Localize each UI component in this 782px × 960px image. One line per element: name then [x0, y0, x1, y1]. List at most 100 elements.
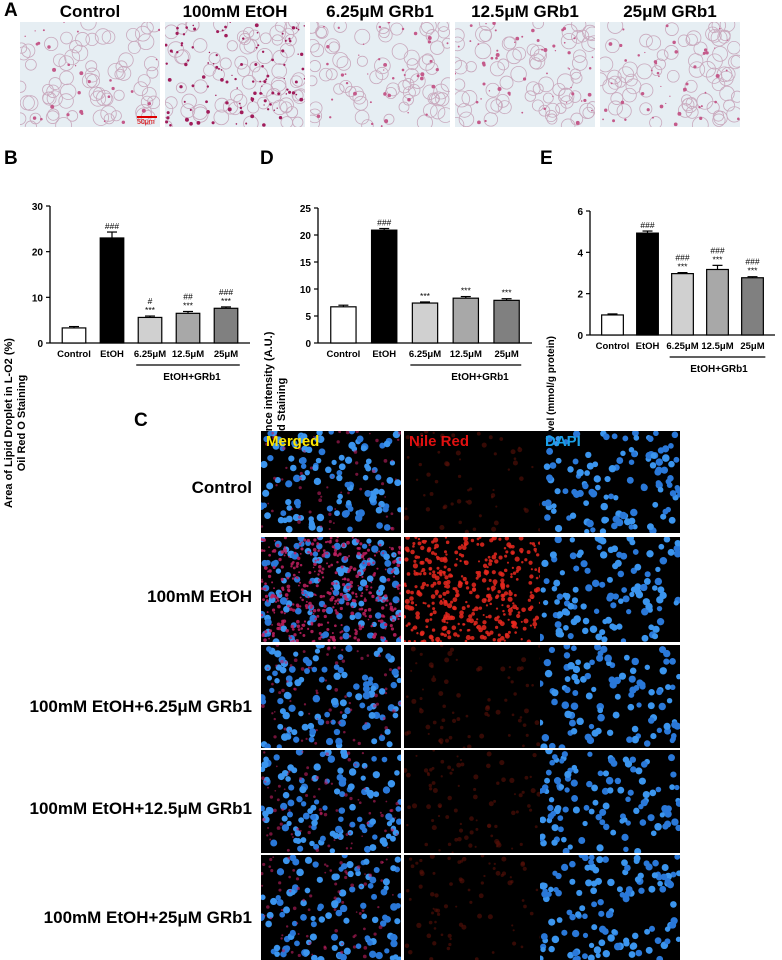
lipid-signal: [423, 494, 426, 497]
nucleus: [265, 806, 273, 814]
nucleus: [588, 855, 595, 861]
nucleus: [650, 452, 657, 459]
lipid-signal: [354, 461, 359, 465]
fluorescence-svg: [540, 645, 680, 748]
nucleus: [266, 675, 273, 681]
lipid-droplet: [387, 22, 391, 24]
nucleus: [540, 743, 548, 748]
lipid-signal: [471, 582, 477, 588]
nucleus: [287, 799, 295, 807]
nucleus: [304, 469, 310, 476]
lipid-signal: [273, 476, 277, 480]
nucleus: [632, 549, 639, 555]
lipid-droplet: [378, 25, 382, 29]
nucleus: [553, 579, 561, 587]
lipid-signal: [411, 803, 418, 809]
lipid-signal: [384, 627, 387, 630]
nucleus: [657, 486, 664, 493]
lipid-signal: [467, 888, 471, 892]
lipid-signal: [453, 808, 458, 813]
lipid-signal: [362, 557, 365, 560]
lipid-signal: [487, 914, 493, 920]
nucleus: [279, 597, 288, 605]
lipid-signal: [442, 591, 447, 596]
nucleus: [595, 813, 602, 821]
lipid-signal: [464, 529, 469, 533]
panel-a-label-grb1-625: 6.25μM GRb1: [326, 2, 434, 21]
nucleus: [612, 562, 619, 570]
lipid-signal: [293, 658, 298, 663]
nucleus: [328, 431, 334, 435]
lipid-signal: [309, 466, 313, 470]
nucleus: [548, 886, 554, 893]
nucleus: [647, 814, 655, 822]
x-tick-label: 12.5μM: [701, 341, 733, 352]
lipid-signal: [414, 537, 418, 539]
lipid-signal: [284, 593, 289, 597]
lipid-droplet: [295, 93, 298, 96]
lipid-signal: [434, 920, 437, 924]
cell: [113, 89, 125, 101]
lipid-droplet: [358, 54, 360, 56]
lipid-signal: [321, 553, 326, 558]
nucleus: [360, 775, 366, 781]
lipid-signal: [361, 909, 365, 913]
lipid-signal: [363, 787, 367, 791]
lipid-signal: [336, 440, 340, 444]
lipid-signal: [354, 628, 357, 632]
cell: [310, 38, 320, 53]
nucleus: [589, 659, 595, 666]
nucleus: [274, 477, 281, 484]
nucleus: [624, 864, 631, 872]
panel-a-label-etoh: 100mM EtOH: [182, 2, 288, 21]
nucleus: [383, 553, 390, 561]
nucleus: [573, 565, 580, 572]
lipid-droplet: [225, 101, 229, 105]
nucleus: [595, 952, 601, 959]
lipid-signal: [360, 656, 364, 661]
lipid-signal: [534, 720, 540, 726]
lipid-signal: [309, 894, 313, 898]
lipid-signal: [296, 624, 301, 629]
lipid-signal: [339, 592, 344, 597]
nucleus: [364, 935, 371, 941]
nucleus: [568, 719, 576, 727]
y-tick-label: 15: [300, 258, 312, 269]
cell: [455, 56, 462, 71]
nucleus: [331, 933, 339, 941]
nucleus: [557, 815, 564, 821]
lipid-signal: [516, 666, 522, 672]
nucleus: [386, 741, 393, 748]
lipid-signal: [460, 762, 465, 767]
micrograph-etoh: [165, 22, 305, 127]
nucleus: [541, 882, 548, 889]
lipid-signal: [525, 733, 529, 737]
nucleus: [279, 441, 286, 448]
nucleus: [621, 833, 629, 841]
cell: [20, 80, 27, 93]
lipid-droplet: [208, 51, 211, 54]
nucleus: [675, 824, 680, 832]
nucleus: [655, 786, 662, 793]
lipid-signal: [317, 787, 321, 791]
significance-label: ***: [678, 262, 689, 272]
nucleus: [662, 454, 670, 462]
lipid-signal: [416, 632, 419, 635]
nucleus: [555, 457, 562, 464]
lipid-droplet: [130, 90, 134, 93]
lipid-signal: [306, 538, 311, 543]
lipid-signal: [290, 833, 293, 836]
cell: [538, 104, 551, 117]
lipid-signal: [420, 630, 425, 636]
lipid-signal: [386, 846, 389, 849]
lipid-droplet: [217, 67, 220, 70]
micrograph-grb1-125: [455, 22, 595, 127]
lipid-signal: [451, 433, 456, 438]
lipid-signal: [398, 612, 401, 616]
nucleus: [269, 687, 275, 694]
nucleus: [611, 433, 618, 440]
nucleus: [572, 949, 579, 957]
lipid-signal: [513, 593, 517, 597]
nucleus: [592, 866, 600, 874]
nucleus: [276, 868, 285, 876]
